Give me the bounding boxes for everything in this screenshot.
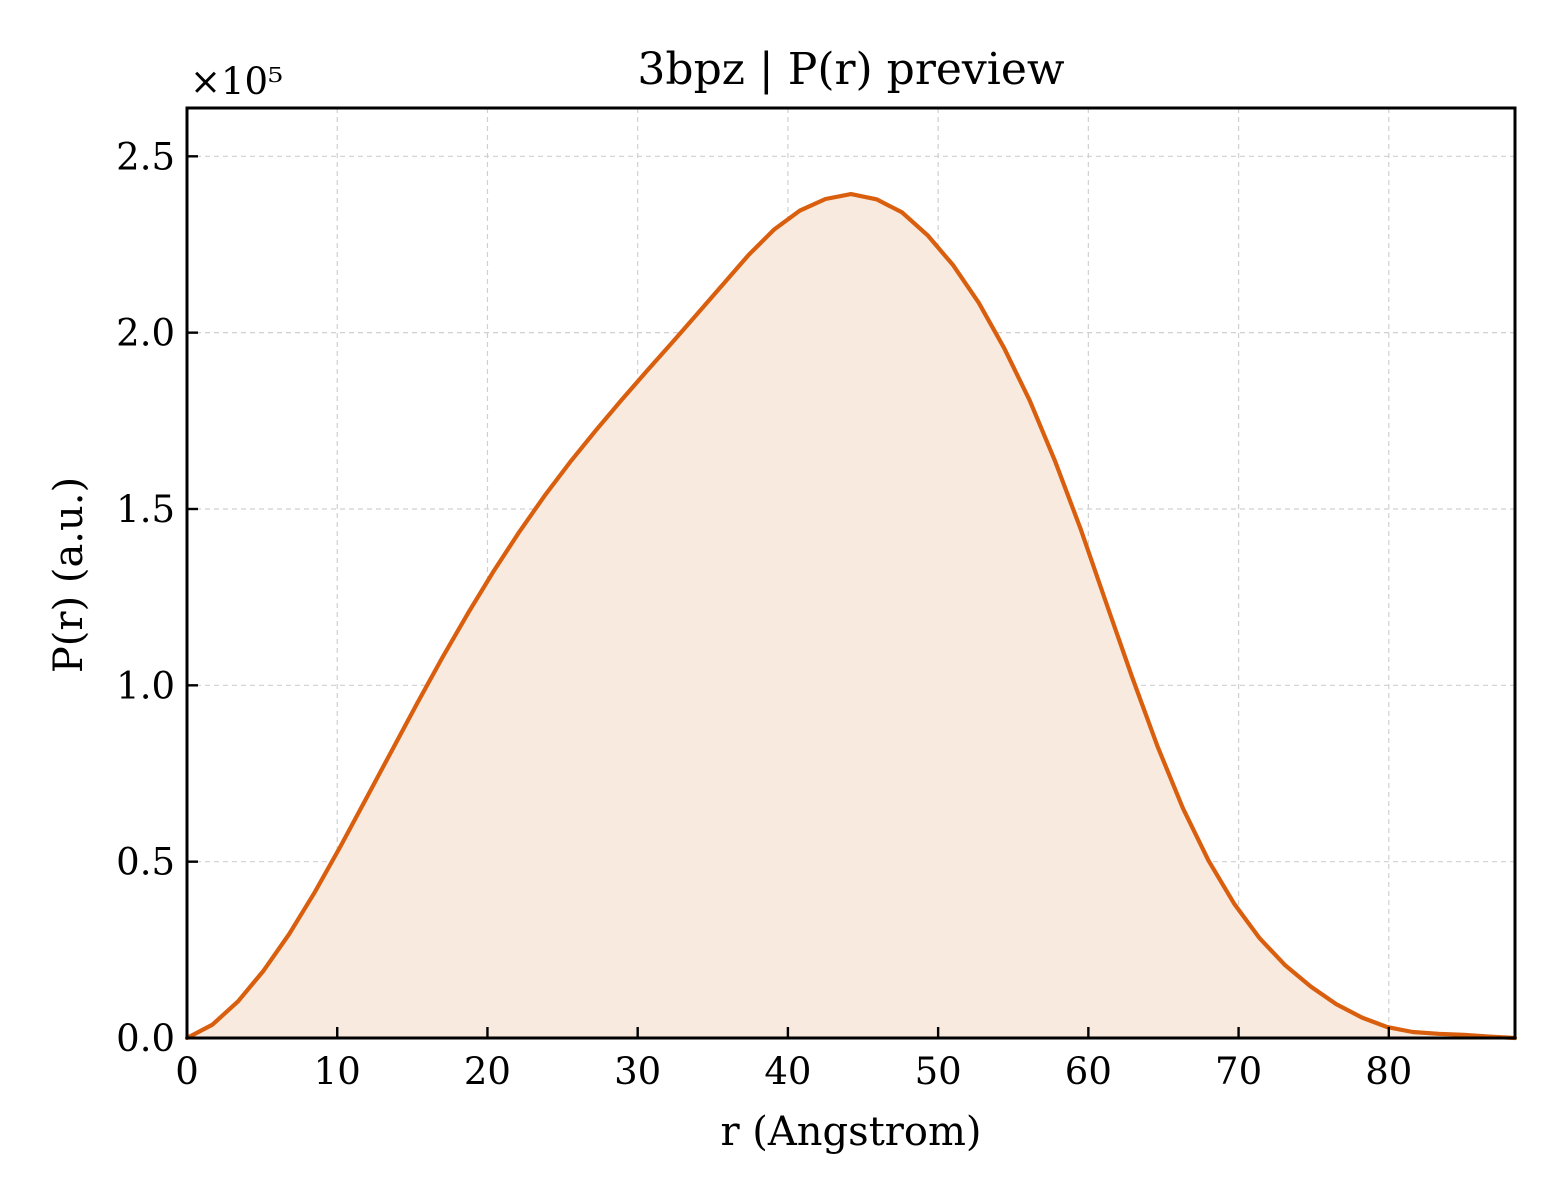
series-line bbox=[184, 192, 1518, 1041]
x-tick-label: 40 bbox=[764, 1050, 811, 1093]
y-axis-multiplier: ×10⁵ bbox=[190, 60, 283, 103]
x-tick-label: 50 bbox=[915, 1050, 962, 1093]
y-tick-label: 1.0 bbox=[116, 664, 175, 707]
y-tick-label: 0.5 bbox=[116, 841, 175, 884]
x-tick-label: 80 bbox=[1365, 1050, 1412, 1093]
y-tick-label: 2.0 bbox=[116, 312, 175, 355]
x-tick-label: 70 bbox=[1215, 1050, 1262, 1093]
y-tick-label: 1.5 bbox=[116, 488, 175, 531]
x-axis-label: r (Angstrom) bbox=[720, 1109, 981, 1155]
y-axis-label: P(r) (a.u.) bbox=[46, 477, 92, 673]
chart-title: 3bpz | P(r) preview bbox=[637, 44, 1064, 95]
series-area-fill bbox=[187, 194, 1515, 1039]
x-tick-label: 60 bbox=[1065, 1050, 1112, 1093]
x-tick-label: 30 bbox=[614, 1050, 661, 1093]
plot-frame bbox=[185, 106, 1517, 1040]
x-tick-label: 20 bbox=[464, 1050, 511, 1093]
y-tick-label: 2.5 bbox=[116, 135, 175, 178]
y-tick-label: 0.0 bbox=[116, 1017, 175, 1060]
x-tick-label: 0 bbox=[175, 1050, 199, 1093]
x-tick-label: 10 bbox=[314, 1050, 361, 1093]
